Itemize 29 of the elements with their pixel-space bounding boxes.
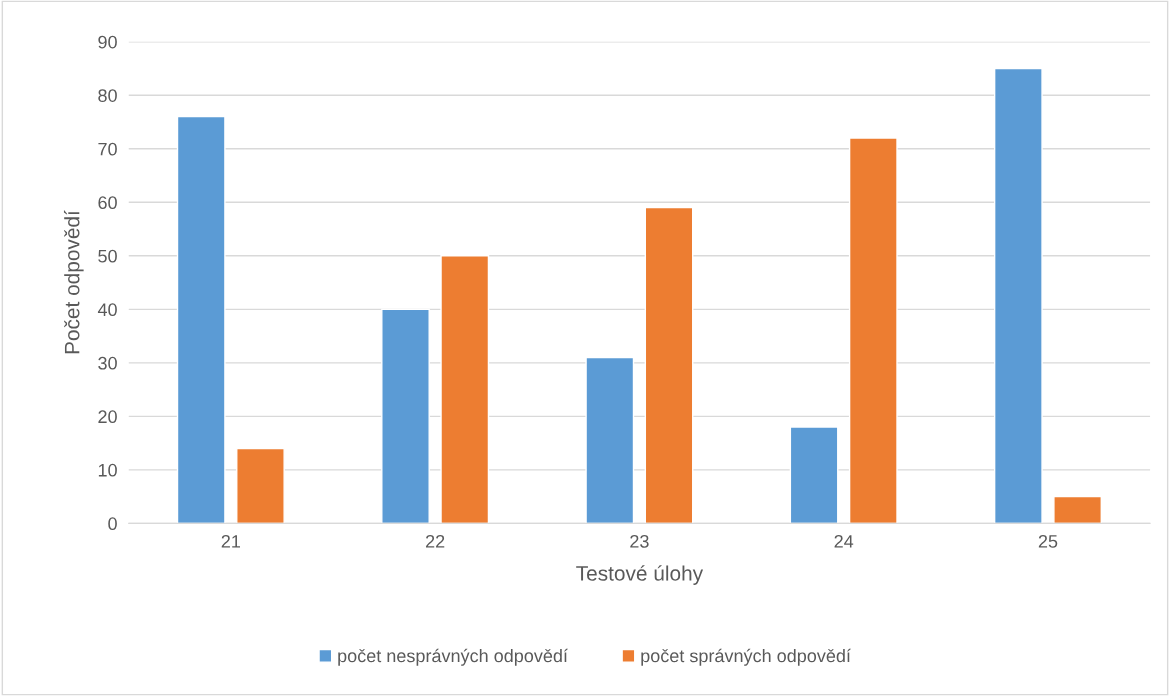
bar bbox=[381, 308, 430, 524]
y-tick-label: 50 bbox=[98, 249, 117, 263]
bar bbox=[585, 356, 635, 524]
bar bbox=[176, 115, 226, 524]
bar bbox=[236, 447, 285, 524]
y-tick-label: 30 bbox=[98, 356, 117, 370]
bar bbox=[440, 255, 490, 524]
bar bbox=[993, 67, 1043, 524]
y-tick-label: 20 bbox=[98, 410, 117, 424]
bar bbox=[644, 206, 694, 524]
legend-label: počet správných odpovědí bbox=[641, 648, 851, 666]
y-tick-label: 70 bbox=[98, 142, 117, 156]
bar bbox=[848, 137, 898, 524]
y-tick-label: 80 bbox=[98, 89, 117, 102]
x-tick-label: 22 bbox=[425, 534, 445, 548]
legend-label: počet nesprávných odpovědí bbox=[338, 648, 568, 666]
y-tick-label: 0 bbox=[108, 517, 117, 531]
x-tick-label: 24 bbox=[834, 534, 854, 548]
y-tick-label: 60 bbox=[98, 196, 117, 210]
x-tick-label: 25 bbox=[1038, 534, 1058, 548]
x-tick-label: 21 bbox=[221, 534, 240, 548]
bar bbox=[789, 426, 839, 524]
y-tick-label: 40 bbox=[97, 303, 117, 317]
y-tick-label: 10 bbox=[98, 463, 117, 477]
bar bbox=[1053, 495, 1102, 524]
y-tick-label: 90 bbox=[98, 35, 117, 49]
x-tick-label: 23 bbox=[630, 534, 649, 548]
x-axis-title: Testové úlohy bbox=[576, 565, 704, 585]
y-axis-title: Počet odpovědí bbox=[63, 210, 84, 354]
